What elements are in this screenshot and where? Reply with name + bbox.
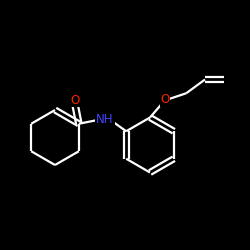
Text: NH: NH	[96, 113, 114, 126]
Text: O: O	[70, 94, 80, 106]
Text: O: O	[160, 93, 170, 106]
